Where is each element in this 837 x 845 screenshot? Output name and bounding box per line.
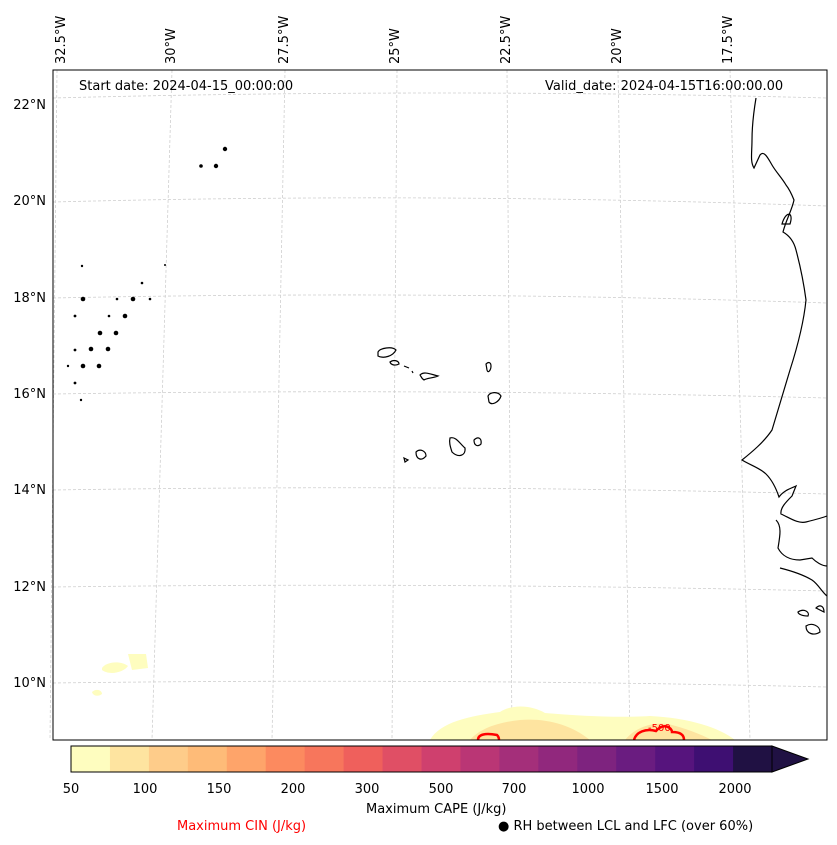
lat-label-10n: 10°N — [13, 676, 46, 691]
colorbar-extend-triangle — [771, 745, 810, 773]
lat-label-20n: 20°N — [13, 194, 46, 209]
start-date-label: Start date: 2024-04-15_00:00:00 — [79, 79, 294, 94]
lat-label-14n: 14°N — [13, 483, 46, 498]
lon-label-32-5w: 32.5°W — [54, 15, 69, 64]
rh-legend: ● RH between LCL and LFC (over 60%) — [498, 819, 753, 834]
colorbar-label: Maximum CAPE (J/kg) — [366, 802, 507, 817]
colorbar-frame — [70, 745, 773, 773]
lon-label-30w: 30°W — [164, 28, 179, 64]
colorbar-segment — [382, 746, 422, 772]
colorbar-tick: 2000 — [718, 782, 752, 797]
lon-label-22-5w: 22.5°W — [499, 15, 514, 64]
lon-label-20w: 20°W — [610, 28, 625, 64]
lat-label-22n: 22°N — [13, 98, 46, 113]
colorbar-segment — [187, 746, 228, 772]
colorbar-segment — [109, 746, 150, 772]
colorbar-tick: 1000 — [571, 782, 605, 797]
colorbar-segment — [265, 746, 306, 772]
colorbar-tick: 200 — [280, 782, 306, 797]
cin-contours — [476, 725, 686, 741]
lon-label-17-5w: 17.5°W — [721, 15, 736, 64]
coastline — [740, 97, 828, 635]
colorbar-segment — [616, 746, 656, 772]
graticule — [49, 69, 828, 741]
cape-shading — [92, 654, 735, 740]
colorbar-segment — [655, 746, 695, 772]
colorbar — [71, 746, 773, 772]
colorbar-segment — [421, 746, 461, 772]
colorbar-tick: 150 — [206, 782, 232, 797]
colorbar-segment — [577, 746, 617, 772]
colorbar-segment — [343, 746, 384, 772]
colorbar-tick: 50 — [62, 782, 80, 797]
colorbar-segment — [733, 746, 773, 772]
cin-contour-label: -500 — [648, 723, 671, 734]
colorbar-segment — [304, 746, 345, 772]
rh-dots — [66, 146, 228, 402]
lon-label-27-5w: 27.5°W — [277, 15, 292, 64]
rh-dot-icon: ● — [498, 819, 510, 834]
lat-label-12n: 12°N — [13, 580, 46, 595]
colorbar-segment — [538, 746, 578, 772]
colorbar-segment — [460, 746, 500, 772]
map-frame — [52, 69, 828, 741]
colorbar-segment — [71, 746, 111, 772]
lon-label-25w: 25°W — [388, 28, 403, 64]
colorbar-tick: 700 — [501, 782, 527, 797]
colorbar-tick: 1500 — [645, 782, 679, 797]
islands — [377, 347, 502, 463]
colorbar-tick: 300 — [354, 782, 380, 797]
lat-label-16n: 16°N — [13, 387, 46, 402]
colorbar-segment — [226, 746, 267, 772]
colorbar-segment — [148, 746, 189, 772]
lat-label-18n: 18°N — [13, 291, 46, 306]
valid-date-label: Valid_date: 2024-04-15T16:00:00.00 — [545, 79, 784, 94]
colorbar-tick: 500 — [428, 782, 454, 797]
cin-legend-label: Maximum CIN (J/kg) — [177, 819, 307, 834]
colorbar-tick: 100 — [132, 782, 158, 797]
rh-legend-label: RH between LCL and LFC (over 60%) — [513, 819, 754, 834]
colorbar-segment — [694, 746, 734, 772]
colorbar-segment — [499, 746, 539, 772]
